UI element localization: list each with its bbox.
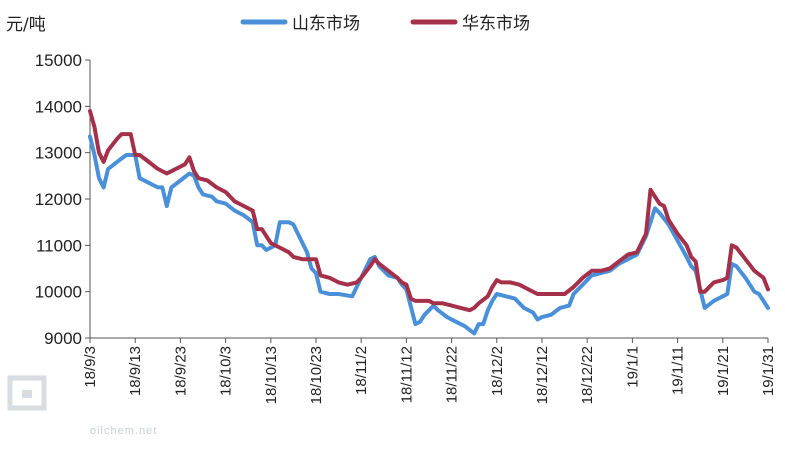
x-tick-label: 18/10/3 [218,346,235,396]
x-tick-label: 19/1/1 [624,346,641,388]
legend: 山东市场 华东市场 [240,14,530,34]
x-axis-ticks: 18/9/3 18/9/13 18/9/23 18/10/3 18/10/13 18/10… [82,338,777,404]
x-tick-label: 18/9/23 [172,346,189,396]
x-tick-label: 18/11/22 [444,346,461,403]
x-tick-label: 18/12/2 [489,346,506,396]
x-tick-label: 19/1/31 [760,346,777,396]
x-tick-label: 18/11/12 [398,346,415,403]
y-tick-label: 11000 [36,236,82,255]
y-tick-label: 14000 [35,97,82,116]
x-tick-label: 18/9/3 [82,346,99,388]
x-tick-label: 18/9/13 [127,346,144,396]
series-line-huadong [88,109,770,313]
y-tick-label: 12000 [35,190,82,209]
x-tick-label: 18/10/23 [308,346,325,404]
y-tick-label: 13000 [35,144,82,163]
legend-label-shandong: 山东市场 [292,14,360,34]
x-tick-label: 18/10/13 [263,346,280,404]
x-tick-label: 19/1/11 [670,346,687,395]
watermark-text: oilchem.net [90,425,157,437]
x-tick-label: 18/12/12 [534,346,551,404]
series-group [88,109,770,336]
y-tick-label: 10000 [35,283,82,302]
series-line-shandong [88,134,770,336]
y-axis-ticks: 9000 10000 11000 12000 13000 14000 15000 [35,51,90,348]
legend-label-huadong: 华东市场 [462,14,530,34]
y-axis-unit: 元/吨 [6,15,46,35]
y-tick-label: 15000 [35,51,82,70]
x-tick-label: 18/12/22 [579,346,596,404]
watermark-logo: oilchem.net [7,375,157,437]
x-tick-label: 18/11/2 [353,346,370,395]
x-tick-label: 19/1/21 [715,346,732,396]
y-tick-label: 9000 [44,329,82,348]
